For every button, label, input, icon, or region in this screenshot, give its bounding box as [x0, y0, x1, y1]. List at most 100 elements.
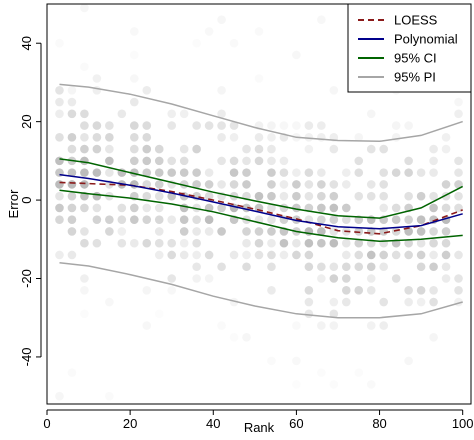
data-point: [129, 156, 139, 166]
data-point: [179, 144, 189, 154]
data-point: [217, 109, 226, 119]
data-point: [67, 203, 77, 213]
data-point: [142, 133, 152, 142]
data-point: [229, 38, 239, 48]
data-point: [254, 133, 264, 142]
data-point: [204, 250, 214, 260]
data-point: [192, 262, 201, 272]
data-point: [267, 191, 276, 201]
data-point: [129, 144, 139, 154]
data-point: [404, 238, 413, 248]
data-point: [167, 168, 177, 177]
data-point: [167, 274, 177, 283]
data-point: [192, 168, 201, 177]
data-point: [404, 356, 413, 366]
data-point: [354, 285, 364, 295]
data-point: [242, 180, 251, 189]
data-point: [317, 368, 326, 377]
data-point: [317, 238, 326, 248]
legend-label: 95% PI: [394, 70, 436, 85]
data-point: [267, 121, 276, 130]
data-point: [404, 227, 413, 236]
data-point: [454, 109, 463, 119]
data-point: [304, 309, 314, 319]
data-point: [454, 97, 463, 107]
data-point: [204, 215, 214, 224]
data-point: [154, 215, 164, 224]
data-point: [317, 215, 326, 224]
data-point: [379, 321, 389, 330]
data-point: [192, 274, 201, 283]
data-point: [217, 262, 226, 272]
data-point: [254, 191, 264, 201]
data-point: [55, 391, 64, 401]
data-point: [366, 262, 376, 272]
legend: LOESS Polynomial 95% CI 95% PI: [347, 3, 472, 93]
data-point: [80, 227, 89, 236]
data-point: [304, 297, 314, 307]
data-point: [92, 121, 102, 130]
data-point: [92, 215, 102, 224]
data-point: [267, 262, 276, 272]
data-point: [354, 168, 364, 177]
series-line-95-pi-upper: [59, 83, 463, 143]
data-point: [217, 121, 226, 130]
data-point: [204, 168, 214, 177]
data-point: [192, 39, 201, 48]
data-point: [67, 144, 77, 154]
data-point: [329, 180, 339, 189]
data-point: [366, 180, 376, 189]
data-point: [304, 133, 314, 142]
data-point: [129, 27, 139, 36]
data-point: [379, 168, 389, 177]
data-point: [167, 109, 177, 119]
data-point: [341, 215, 351, 224]
data-point: [80, 156, 89, 166]
data-point: [292, 380, 301, 389]
data-point: [92, 203, 102, 213]
data-point: [279, 250, 289, 260]
x-tick-label: 60: [289, 416, 303, 431]
data-point: [317, 133, 326, 142]
data-point: [242, 262, 251, 272]
data-point: [404, 297, 413, 307]
data-point: [242, 227, 251, 236]
data-point: [154, 203, 164, 213]
data-point: [242, 238, 251, 248]
data-point: [142, 285, 152, 295]
data-point: [429, 333, 438, 342]
data-point: [92, 191, 102, 201]
data-point: [204, 180, 214, 189]
data-point: [404, 156, 413, 166]
data-point: [292, 180, 301, 189]
data-point: [329, 85, 339, 95]
data-point: [454, 156, 463, 166]
data-point: [92, 74, 102, 83]
data-point: [229, 156, 239, 166]
data-point: [80, 144, 89, 154]
data-point: [254, 144, 264, 154]
data-point: [129, 121, 139, 130]
data-point: [366, 144, 376, 154]
y-tick-label: -40: [19, 348, 34, 367]
data-point: [230, 333, 239, 342]
data-point: [130, 51, 139, 60]
data-point: [317, 15, 326, 24]
data-point: [55, 203, 64, 213]
data-point: [441, 238, 451, 248]
data-point: [429, 227, 438, 236]
data-point: [429, 285, 438, 295]
data-point: [67, 227, 77, 236]
data-point: [454, 274, 463, 283]
data-point: [217, 227, 226, 236]
data-point: [254, 250, 264, 260]
data-point: [441, 180, 451, 189]
data-point: [330, 380, 339, 389]
data-point: [267, 285, 276, 295]
data-point: [267, 357, 276, 366]
data-point: [55, 97, 64, 107]
data-point: [55, 109, 64, 119]
data-point: [292, 168, 301, 177]
data-point: [292, 356, 301, 366]
data-point: [391, 168, 401, 177]
